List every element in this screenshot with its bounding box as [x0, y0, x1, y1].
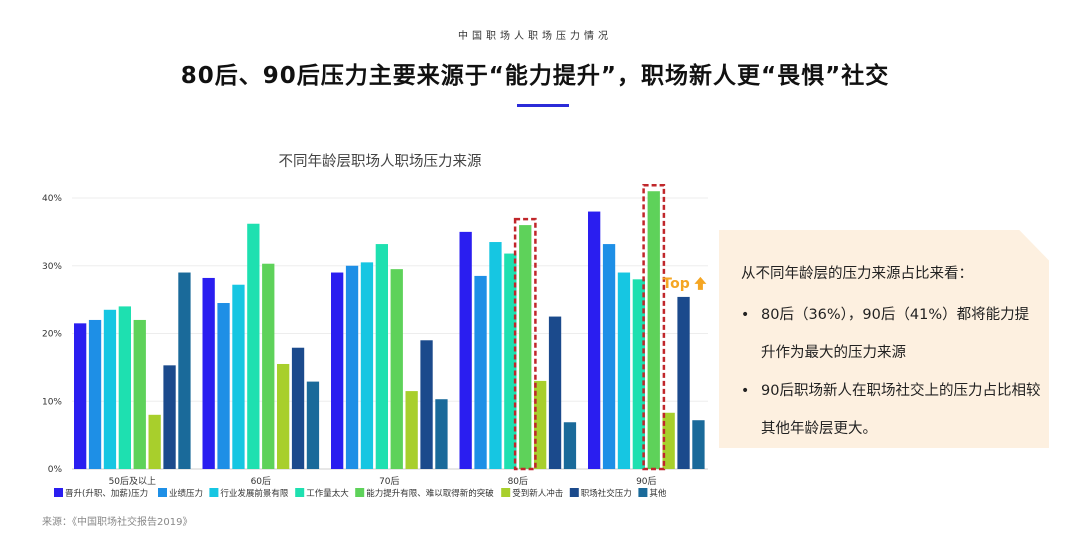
bullet-icon: • [741, 383, 750, 399]
bar [632, 279, 645, 469]
bar [692, 420, 705, 469]
page-kicker: 中国职场人职场压力情况 [458, 31, 612, 42]
bar [519, 225, 532, 469]
bar [148, 414, 161, 469]
bar [232, 284, 245, 469]
page-headline: 80后、90后压力主要来源于“能力提升”，职场新人更“畏惧”社交 [180, 63, 890, 89]
bar [360, 262, 374, 469]
x-tick-label: 80后 [508, 476, 528, 487]
legend-label: 晋升(升职、加薪)压力 [65, 488, 148, 499]
legend-swatch [638, 488, 648, 497]
bar [617, 272, 631, 469]
bar [375, 244, 388, 469]
bar [563, 422, 577, 469]
bar [345, 265, 359, 469]
bar [178, 272, 191, 469]
legend-swatch [569, 488, 579, 497]
legend-label: 职场社交压力 [581, 488, 632, 499]
bar [118, 306, 131, 469]
bar [504, 253, 517, 469]
top-annotation: Top [662, 276, 689, 292]
legend-label: 业绩压力 [169, 488, 203, 499]
bar [202, 277, 215, 469]
summary-note: 从不同年龄层的压力来源占比来看： • 80后（36%），90后（41%）都将能力… [719, 230, 1049, 448]
bar [217, 303, 230, 469]
bar [247, 223, 260, 469]
bar [331, 272, 344, 469]
y-tick-label: 30% [42, 262, 62, 272]
y-tick-label: 10% [42, 397, 62, 407]
note-item-text: 80后（36%），90后（41%）都将能力提升作为最大的压力来源 [761, 307, 1030, 361]
x-tick-label: 60后 [251, 476, 271, 487]
legend-label: 工作量太大 [306, 488, 349, 499]
bar [662, 412, 675, 469]
bullet-icon: • [741, 307, 750, 323]
legend-swatch [158, 488, 167, 497]
legend-swatch [355, 488, 365, 497]
bar [133, 319, 146, 469]
highlight-box [642, 183, 666, 471]
note-item-text: 90后职场新人在职场社交上的压力占比相较其他年龄层更大。 [761, 383, 1041, 437]
legend-label: 其他 [649, 488, 667, 499]
headline-underline [517, 104, 569, 107]
note-list: • 80后（36%），90后（41%）都将能力提升作为最大的压力来源 • 90后… [741, 296, 1041, 448]
bar [647, 191, 660, 469]
x-tick-label: 50后及以上 [109, 476, 156, 487]
note-item: • 80后（36%），90后（41%）都将能力提升作为最大的压力来源 [741, 296, 1041, 372]
note-heading: 从不同年龄层的压力来源占比来看： [741, 266, 973, 282]
bar [88, 319, 102, 469]
bar [548, 316, 562, 469]
bar [291, 347, 305, 469]
legend-swatch [295, 488, 305, 497]
up-arrow-icon [694, 276, 707, 290]
bar [390, 269, 403, 469]
y-tick-label: 0% [48, 465, 63, 475]
bar [262, 263, 275, 469]
bar [277, 363, 290, 469]
legend-label: 受到新人冲击 [512, 488, 563, 499]
y-tick-label: 40% [42, 194, 62, 204]
bar [74, 323, 87, 469]
bar [420, 340, 433, 469]
x-tick-label: 70后 [379, 476, 399, 487]
y-tick-label: 20% [42, 330, 62, 340]
bar [405, 391, 418, 469]
legend-label: 能力提升有限、难以取得新的突破 [366, 488, 494, 499]
bar [534, 380, 547, 469]
bar [489, 242, 502, 469]
chart-title: 不同年龄层职场人职场压力来源 [279, 153, 482, 170]
bar [602, 244, 616, 469]
x-tick-label: 90后 [636, 476, 656, 487]
bar [306, 381, 320, 469]
legend-label: 行业发展前景有限 [220, 488, 289, 499]
legend-swatch [209, 488, 219, 497]
note-item: • 90后职场新人在职场社交上的压力占比相较其他年龄层更大。 [741, 372, 1041, 448]
bar [103, 309, 117, 469]
highlight-box [513, 217, 537, 471]
legend-swatch [501, 488, 511, 497]
bar [474, 275, 487, 469]
bar [163, 365, 176, 469]
bar [435, 399, 448, 469]
bar [459, 231, 472, 469]
bar [677, 296, 690, 469]
legend-swatch [54, 488, 63, 497]
bar [588, 211, 601, 470]
source-note: 来源：《中国职场社交报告2019》 [42, 517, 193, 528]
grouped-bar-chart: 不同年龄层职场人职场压力来源 0% 10% 20% 30% 40% 50后及以上 60后 70后… [42, 153, 708, 499]
